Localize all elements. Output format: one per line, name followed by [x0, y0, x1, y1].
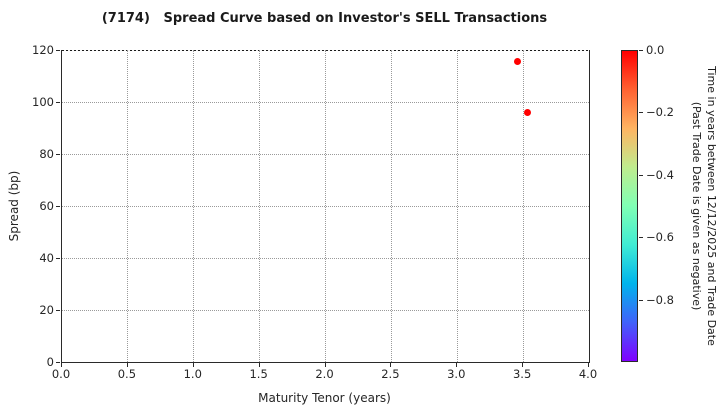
data-point	[523, 108, 531, 116]
x-tick-label: 1.5	[249, 367, 268, 381]
colorbar-tick-label: 0.0	[646, 43, 665, 57]
colorbar-label: Time in years between 12/12/2025 and Tra…	[687, 26, 719, 386]
y-tick-mark	[56, 362, 60, 363]
y-tick-mark	[56, 310, 60, 311]
plot-area	[61, 50, 590, 363]
x-tick-label: 0.5	[117, 367, 137, 381]
x-tick-label: 1.0	[183, 367, 202, 381]
y-tick-label: 0	[46, 355, 54, 369]
x-tick-mark	[390, 363, 392, 367]
gridline-y	[62, 101, 589, 103]
chart-title: (7174) Spread Curve based on Investor's …	[101, 11, 548, 26]
gridline-y	[62, 153, 589, 155]
colorbar-tick-mark	[639, 112, 643, 114]
colorbar-tick-mark	[639, 174, 643, 176]
x-tick-mark	[126, 363, 128, 367]
y-tick-mark	[56, 206, 60, 207]
gridline-y	[62, 309, 589, 311]
colorbar-label-line1: Time in years between 12/12/2025 and Tra…	[705, 66, 718, 346]
colorbar-tick-mark	[639, 299, 643, 301]
x-axis-label: Maturity Tenor (years)	[258, 391, 391, 405]
x-tick-mark	[588, 363, 589, 367]
colorbar-tick-label: −0.8	[646, 292, 674, 307]
x-tick-mark	[258, 363, 260, 367]
y-tick-mark	[56, 50, 60, 51]
colorbar-label-line2: (Past Trade Date is given as negative)	[690, 101, 703, 311]
y-tick-label: 40	[39, 251, 54, 265]
data-point	[514, 58, 522, 66]
x-tick-label: 3.0	[447, 367, 466, 381]
y-axis-label: Spread (bp)	[7, 170, 21, 242]
x-tick-mark	[522, 363, 524, 367]
x-tick-label: 0.0	[51, 367, 71, 381]
x-tick-label: 2.0	[315, 367, 334, 381]
x-tick-label: 4.0	[578, 367, 598, 381]
y-tick-label: 60	[39, 199, 54, 213]
colorbar	[621, 50, 638, 362]
colorbar-tick-mark	[639, 50, 643, 51]
colorbar-tick-mark	[639, 237, 643, 239]
x-tick-mark	[61, 363, 62, 367]
x-tick-label: 2.5	[381, 367, 400, 381]
y-tick-mark	[56, 258, 60, 259]
colorbar-tick-label: −0.4	[646, 167, 674, 182]
y-tick-mark	[56, 102, 60, 103]
x-tick-mark	[456, 363, 458, 367]
y-tick-label: 80	[39, 147, 54, 161]
gridline-y	[62, 205, 589, 207]
colorbar-tick-label: −0.2	[646, 105, 674, 120]
y-tick-label: 100	[32, 95, 54, 109]
x-tick-mark	[324, 363, 326, 367]
gridline-y	[62, 257, 589, 259]
y-tick-label: 20	[39, 303, 54, 317]
y-tick-mark	[56, 154, 60, 155]
colorbar-tick-label: −0.6	[646, 230, 674, 245]
x-tick-mark	[192, 363, 194, 367]
y-tick-label: 120	[32, 43, 54, 57]
x-tick-label: 3.5	[512, 367, 532, 381]
